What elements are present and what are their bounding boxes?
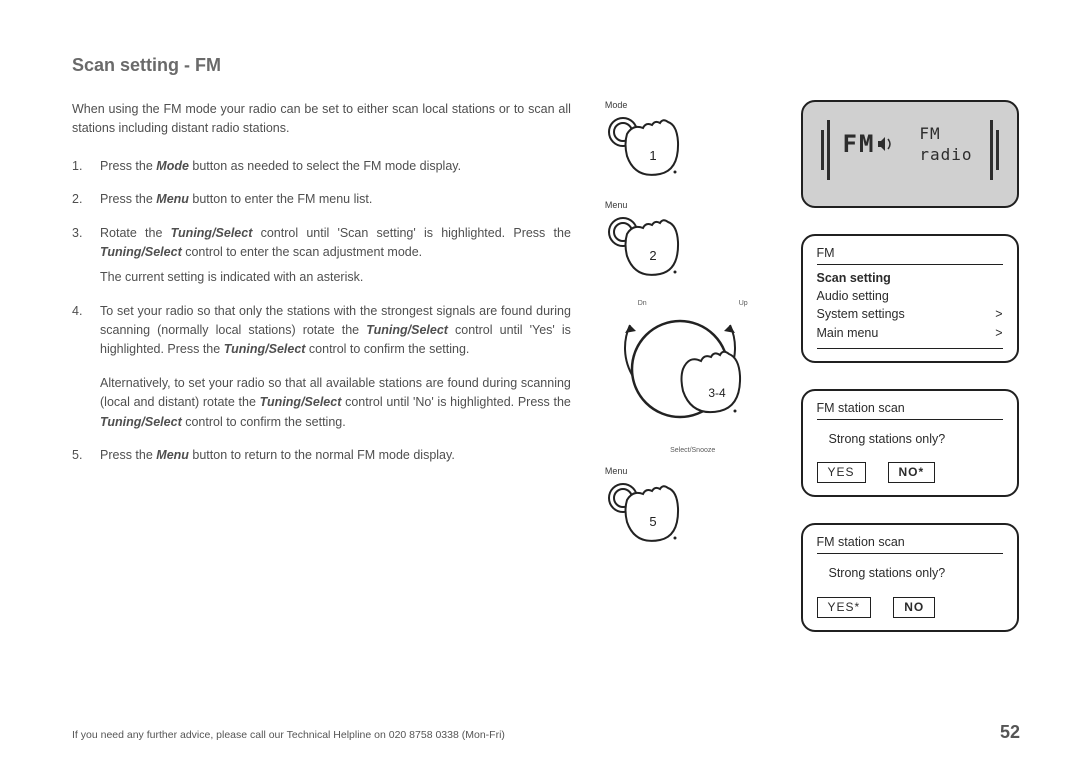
svg-text:3-4: 3-4	[708, 386, 726, 400]
scan-header: FM station scan	[817, 399, 1003, 420]
step-5: Press the Menu button to return to the n…	[72, 446, 571, 465]
scan-header: FM station scan	[817, 533, 1003, 554]
scan-question: Strong stations only?	[829, 564, 1003, 582]
lcd-mode-text: FM radio	[919, 124, 972, 166]
press-mode: Mode 1	[605, 100, 781, 190]
page-number: 52	[1000, 722, 1020, 743]
manual-page: Scan setting - FM When using the FM mode…	[0, 0, 1080, 763]
rotate-dial: DnUp 3-4 Select/Snooze	[605, 300, 781, 454]
step-1: Press the Mode button as needed to selec…	[72, 157, 571, 176]
option-yes: YES	[817, 462, 866, 483]
chevron-right-icon: >	[995, 324, 1002, 342]
dial-icon: 3-4	[605, 307, 755, 447]
scan-question: Strong stations only?	[829, 430, 1003, 448]
diagram-column: Mode 1 Menu	[591, 100, 781, 632]
step-3: Rotate the Tuning/Select control until '…	[72, 224, 571, 288]
page-footer: If you need any further advice, please c…	[72, 722, 1020, 743]
chevron-right-icon: >	[995, 305, 1002, 323]
hand-press-icon: 5	[605, 478, 699, 556]
option-yes-selected: YES*	[817, 597, 872, 618]
steps-list: Press the Mode button as needed to selec…	[72, 157, 571, 466]
step-2: Press the Menu button to enter the FM me…	[72, 190, 571, 209]
menu-header: FM	[817, 244, 1003, 265]
hand-press-icon: 2	[605, 212, 699, 290]
menu-item-scan: Scan setting	[817, 269, 891, 287]
fm-menu-screen: FM Scan setting Audio setting System set…	[801, 234, 1019, 363]
menu-item-audio: Audio setting	[817, 287, 889, 305]
columns: When using the FM mode your radio can be…	[72, 100, 1020, 632]
svg-text:2: 2	[649, 248, 656, 263]
step-4: To set your radio so that only the stati…	[72, 302, 571, 432]
helpline-text: If you need any further advice, please c…	[72, 729, 505, 741]
scan-screen-yes: FM station scan Strong stations only? YE…	[801, 523, 1019, 632]
lcd-fm-label: FM	[843, 130, 896, 159]
step-4-alt: Alternatively, to set your radio so that…	[100, 374, 571, 432]
menu-item-system: System settings	[817, 305, 905, 323]
hand-press-icon: 1	[605, 112, 699, 190]
svg-text:5: 5	[649, 514, 656, 529]
step-number: 1	[649, 148, 656, 163]
page-title: Scan setting - FM	[72, 55, 1020, 76]
scan-screen-no: FM station scan Strong stations only? YE…	[801, 389, 1019, 498]
press-menu-1: Menu 2	[605, 200, 781, 290]
lcd-screen: FM FM radio	[801, 100, 1019, 208]
screens-column: FM FM radio FM Scan setting Audio settin…	[801, 100, 1021, 632]
instructions-column: When using the FM mode your radio can be…	[72, 100, 571, 632]
menu-item-main: Main menu	[817, 324, 879, 342]
option-no-selected: NO*	[888, 462, 936, 483]
option-no: NO	[893, 597, 935, 618]
intro-text: When using the FM mode your radio can be…	[72, 100, 571, 139]
press-menu-2: Menu 5	[605, 466, 781, 556]
speaker-icon	[877, 131, 895, 159]
